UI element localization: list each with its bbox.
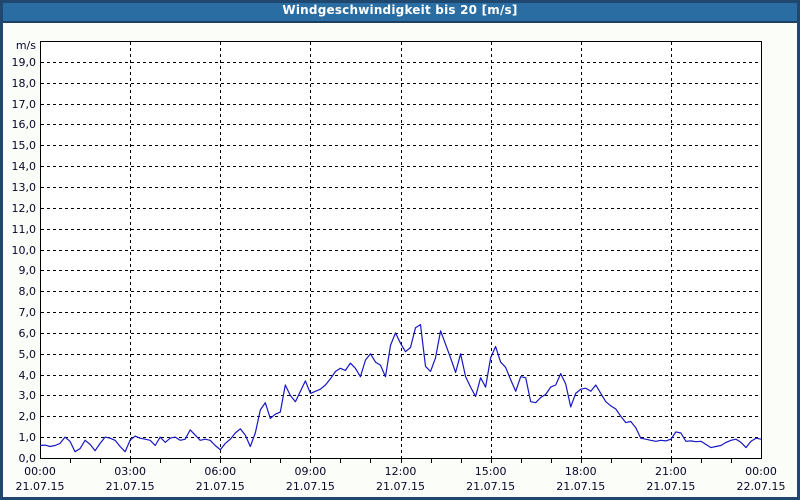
x-tick-date-label: 22.07.15 [737, 480, 786, 493]
wind-speed-line [39, 324, 762, 453]
x-tick-date-label: 21.07.15 [646, 480, 695, 493]
x-tick-date-label: 21.07.15 [196, 480, 245, 493]
x-tick-date-label: 21.07.15 [376, 480, 425, 493]
chart-title-bar: Windgeschwindigkeit bis 20 [m/s] [0, 0, 800, 23]
x-tick-time-label: 09:00 [295, 465, 327, 478]
x-tick-time-label: 21:00 [655, 465, 687, 478]
chart-title: Windgeschwindigkeit bis 20 [m/s] [282, 3, 518, 17]
x-tick-time-label: 12:00 [385, 465, 417, 478]
y-tick-label: 10,0 [12, 244, 37, 257]
x-tick-date-label: 21.07.15 [286, 480, 335, 493]
y-tick-label: 9,0 [19, 264, 37, 277]
y-tick-label: 17,0 [12, 98, 37, 111]
x-minor-ticks [70, 459, 732, 463]
y-tick-label: 14,0 [12, 160, 37, 173]
x-axis-labels: 00:00 21.07.15 03:00 21.07.15 06:00 21.07.15 0… [16, 465, 786, 493]
y-tick-label: 1,0 [19, 431, 37, 444]
y-tick-label: 15,0 [12, 139, 37, 152]
y-tick-label: 4,0 [19, 369, 37, 382]
y-tick-label: 5,0 [19, 348, 37, 361]
y-tick-label: 0,0 [19, 452, 37, 465]
x-tick-time-label: 18:00 [565, 465, 597, 478]
y-tick-label: 16,0 [12, 118, 37, 131]
y-tick-label: 2,0 [19, 410, 37, 423]
y-tick-label: 3,0 [19, 389, 37, 402]
y-tick-label: 11,0 [12, 223, 37, 236]
x-tick-time-label: 00:00 [745, 465, 777, 478]
y-axis-labels: 0,0 1,0 2,0 3,0 4,0 5,0 6,0 7,0 8,0 9,0 10,0 11,0 12… [12, 39, 37, 465]
y-tick-label: 12,0 [12, 202, 37, 215]
y-tick-label: 8,0 [19, 285, 37, 298]
y-axis-unit-label: m/s [16, 39, 36, 52]
y-tick-label: 6,0 [19, 327, 37, 340]
x-tick-time-label: 00:00 [24, 465, 56, 478]
y-tick-label: 7,0 [19, 306, 37, 319]
x-tick-date-label: 21.07.15 [16, 480, 65, 493]
x-tick-date-label: 21.07.15 [556, 480, 605, 493]
y-tick-label: 13,0 [12, 181, 37, 194]
x-tick-date-label: 21.07.15 [106, 480, 155, 493]
x-tick-date-label: 21.07.15 [466, 480, 515, 493]
y-tick-label: 18,0 [12, 77, 37, 90]
x-tick-time-label: 15:00 [475, 465, 507, 478]
x-tick-time-label: 06:00 [204, 465, 236, 478]
y-tick-label: 19,0 [12, 56, 37, 69]
x-tick-time-label: 03:00 [114, 465, 146, 478]
